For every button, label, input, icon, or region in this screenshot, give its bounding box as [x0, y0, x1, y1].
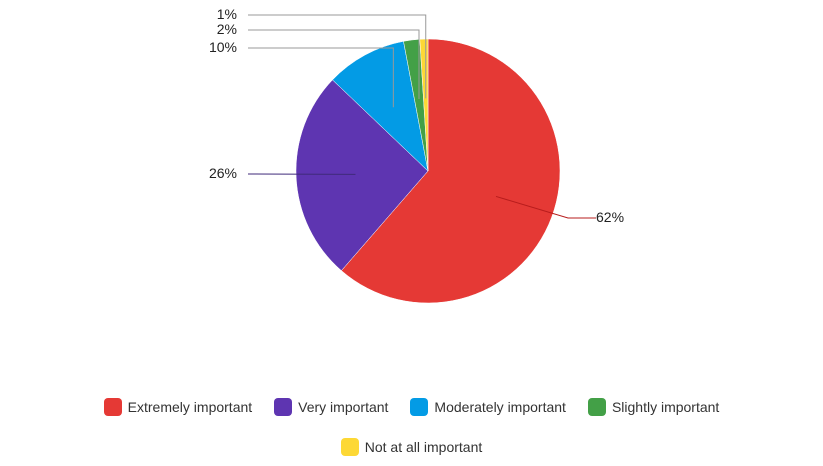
pct-label-very-important: 26%: [209, 165, 237, 181]
legend-label-not-at-all-important: Not at all important: [364, 439, 483, 455]
legend-row-2: Not at all important: [0, 438, 823, 456]
leader-line-slightly-important: [248, 29, 420, 99]
legend-row-1: Extremely important Very important Moder…: [0, 398, 823, 416]
pie-slice-very-important[interactable]: [295, 79, 429, 271]
legend-swatch-very-important: [274, 398, 293, 416]
legend-label-moderately-important: Moderately important: [434, 399, 566, 415]
legend-label-slightly-important: Slightly important: [611, 399, 720, 415]
legend-item-slightly-important[interactable]: Slightly important: [587, 398, 720, 416]
percentage-labels: 62% 26% 10% 2%1%: [209, 6, 624, 225]
legend-label-very-important: Very important: [298, 399, 389, 415]
legend-item-very-important[interactable]: Very important: [274, 398, 388, 416]
pct-label-extremely-important: 62%: [596, 209, 624, 225]
legend-item-moderately-important[interactable]: Moderately important: [410, 398, 566, 416]
legend-swatch-not-at-all-important: [340, 438, 359, 456]
legend-swatch-slightly-important: [587, 398, 606, 416]
leader-line-moderately-important: [248, 47, 394, 108]
legend-label-extremely-important: Extremely important: [127, 399, 253, 415]
pct-label-moderately-important: 10%: [209, 39, 237, 55]
legend-swatch-moderately-important: [410, 398, 429, 416]
pct-label-not-at-all-important: 1%: [217, 6, 237, 22]
leader-line-extremely-important: [495, 195, 596, 219]
pie-slice-extremely-important[interactable]: [341, 38, 561, 304]
leader-lines: [247, 14, 596, 219]
legend: Extremely important Very important Moder…: [0, 398, 823, 456]
legend-swatch-extremely-important: [103, 398, 122, 416]
pie-slices: [295, 38, 561, 304]
pie-slice-moderately-important[interactable]: [332, 40, 429, 172]
leader-line-not-at-all-important: [248, 14, 427, 99]
pct-label-slightly-important: 2%: [217, 21, 237, 37]
legend-item-extremely-important[interactable]: Extremely important: [103, 398, 253, 416]
legend-item-not-at-all-important[interactable]: Not at all important: [340, 438, 483, 456]
